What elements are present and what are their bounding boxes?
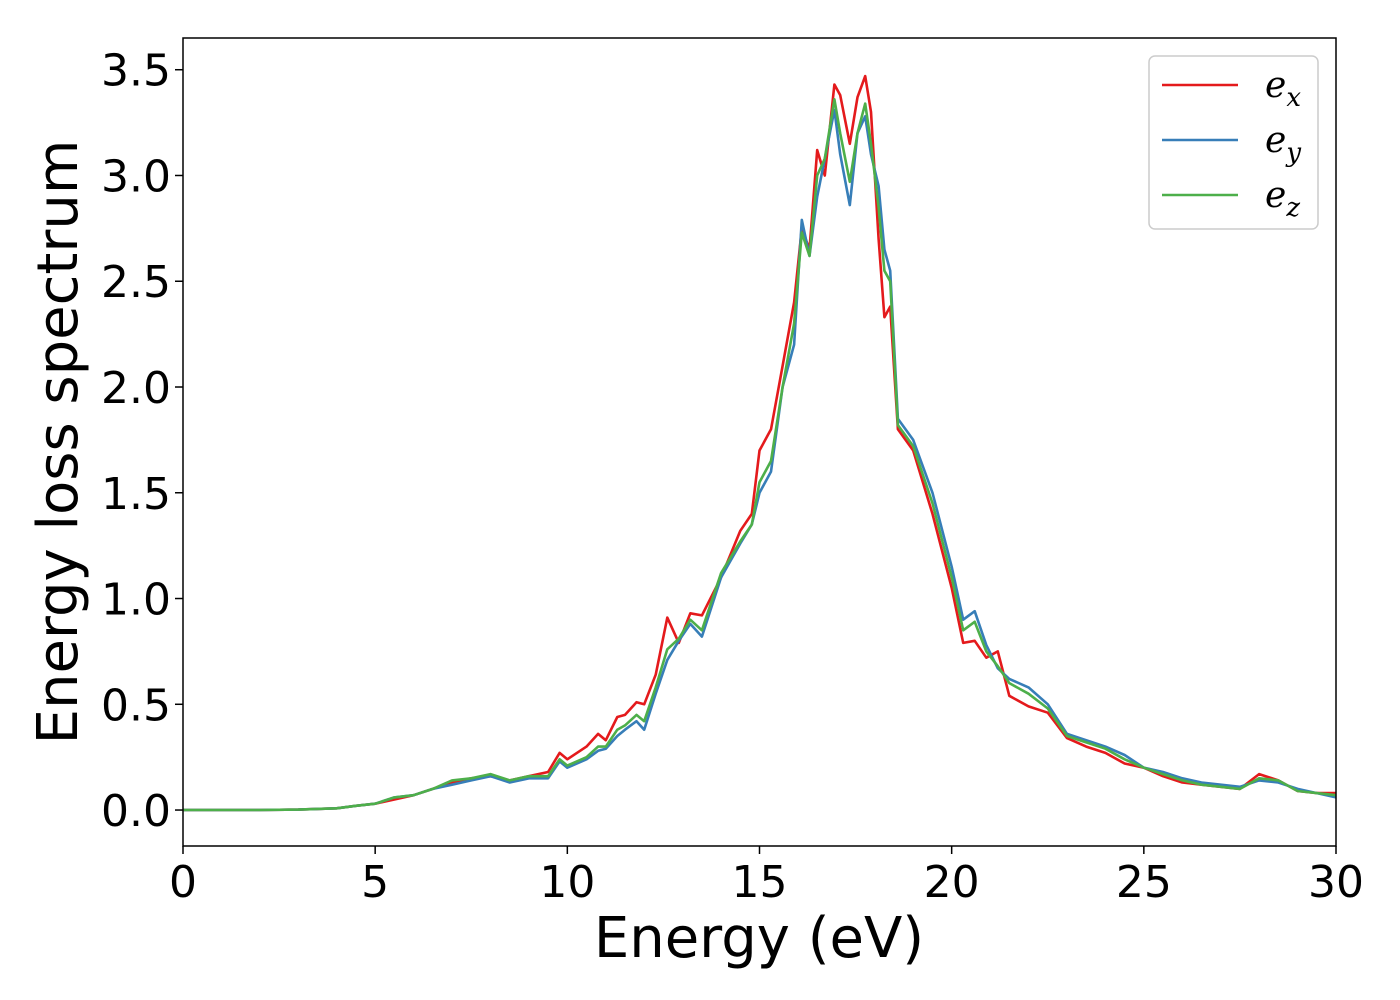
x-tick-label: 10 <box>539 857 595 908</box>
x-tick-label: 0 <box>169 857 197 908</box>
legend-label-base: e <box>1265 175 1286 216</box>
y-tick-label: 1.5 <box>101 469 171 520</box>
y-tick-label: 3.5 <box>101 46 171 97</box>
x-axis-label: Energy (eV) <box>594 906 924 971</box>
y-tick-label: 3.0 <box>101 151 171 202</box>
y-axis-label: Energy loss spectrum <box>26 140 91 745</box>
y-tick-label: 2.5 <box>101 257 171 308</box>
x-tick-label: 25 <box>1116 857 1172 908</box>
legend-label-subscript: y <box>1285 138 1301 168</box>
y-tick-label: 0.0 <box>101 786 171 837</box>
legend-box <box>1148 55 1319 230</box>
x-tick-label: 15 <box>732 857 788 908</box>
x-tick-label: 5 <box>361 857 389 908</box>
x-axis-ticks: 0 5 10 15 20 25 30 <box>169 846 1364 908</box>
series-line-e-z <box>183 98 1337 812</box>
x-tick-label: 30 <box>1308 857 1364 908</box>
y-tick-label: 2.0 <box>101 363 171 414</box>
y-axis-ticks: 0.0 0.5 1.0 1.5 2.0 2.5 3.0 3.5 <box>101 46 183 837</box>
plot-area <box>183 38 1336 846</box>
legend-label: ez <box>1265 175 1300 223</box>
legend-label-base: e <box>1265 120 1286 161</box>
legend-label-base: e <box>1265 65 1286 106</box>
x-tick-label: 20 <box>924 857 980 908</box>
y-tick-label: 1.0 <box>101 575 171 626</box>
y-tick-label: 0.5 <box>101 680 171 731</box>
series-layer <box>183 74 1337 812</box>
legend-label-subscript: z <box>1285 193 1300 223</box>
legend-label: ey <box>1265 120 1301 168</box>
legend-label: ex <box>1265 65 1301 113</box>
legend-label-subscript: x <box>1286 83 1301 113</box>
